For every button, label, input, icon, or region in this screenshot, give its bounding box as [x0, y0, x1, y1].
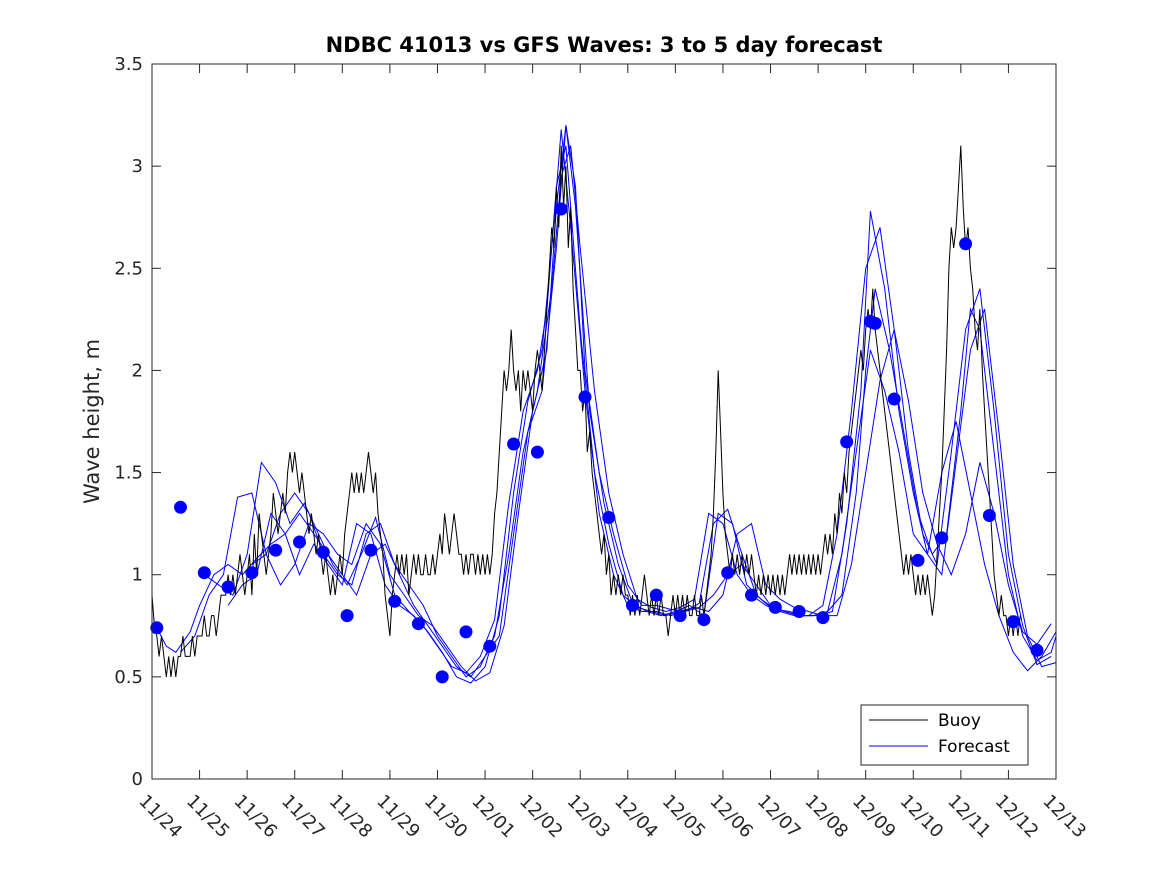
forecast-marker-27	[768, 600, 782, 614]
forecast-marker-1	[150, 621, 164, 635]
y-tick-label: 3.5	[114, 54, 143, 75]
forecast-marker-32	[887, 392, 901, 406]
forecast-marker-10	[364, 543, 378, 557]
forecast-line-3	[204, 125, 1057, 682]
forecast-marker-35	[959, 237, 973, 251]
forecast-marker-2	[174, 500, 187, 514]
y-tick-label: 2	[132, 360, 143, 381]
y-tick-label: 3	[132, 156, 143, 177]
forecast-marker-17	[530, 445, 544, 459]
forecast-marker-24	[697, 613, 711, 627]
forecast-marker-4	[221, 580, 235, 594]
forecast-marker-20	[602, 511, 616, 524]
y-axis-label: Wave height, m	[80, 339, 104, 504]
forecast-marker-13	[435, 670, 449, 684]
forecast-marker-6	[269, 543, 283, 557]
forecast-marker-23	[673, 609, 687, 623]
forecast-marker-9	[340, 609, 354, 623]
legend: Buoy Forecast	[860, 704, 1029, 766]
forecast-marker-11	[388, 594, 402, 608]
forecast-marker-16	[507, 437, 521, 451]
forecast-marker-12	[411, 617, 425, 631]
legend-buoy-label: Buoy	[938, 711, 981, 731]
forecast-line-1	[156, 125, 1057, 678]
forecast-marker-8	[316, 545, 330, 559]
forecast-marker-18	[554, 202, 568, 216]
y-tick-label: 1	[132, 565, 143, 586]
plot-area	[152, 64, 1056, 779]
forecast-marker-38	[1030, 643, 1044, 657]
y-tick-label: 0.5	[114, 667, 143, 688]
forecast-marker-26	[745, 588, 758, 602]
forecast-marker-36	[982, 509, 996, 522]
forecast-marker-15	[483, 639, 497, 653]
forecast-marker-34	[935, 531, 949, 545]
forecast-marker-39	[868, 316, 882, 330]
forecast-marker-37	[1006, 615, 1020, 629]
y-tick-label: 2.5	[114, 258, 143, 279]
marker-layer	[150, 202, 1044, 684]
forecast-marker-5	[245, 566, 259, 580]
forecast-marker-25	[721, 566, 735, 580]
forecast-marker-30	[840, 435, 854, 449]
forecast-marker-7	[293, 535, 306, 549]
forecast-marker-29	[816, 611, 830, 625]
chart-title: NDBC 41013 vs GFS Waves: 3 to 5 day fore…	[326, 33, 883, 57]
y-tick-label: 1.5	[114, 463, 143, 484]
forecast-marker-28	[792, 605, 806, 618]
legend-forecast-label: Forecast	[938, 737, 1010, 757]
forecast-marker-33	[911, 553, 925, 567]
y-tick-label: 0	[132, 769, 143, 790]
forecast-marker-3	[197, 566, 211, 580]
buoy-line	[151, 145, 1021, 677]
forecast-marker-19	[578, 390, 592, 404]
forecast-marker-21	[626, 598, 639, 612]
forecast-line-2	[180, 145, 1052, 678]
forecast-line-5	[251, 145, 1052, 674]
plot-frame	[151, 63, 1057, 780]
legend-box	[860, 704, 1029, 766]
forecast-marker-22	[649, 588, 663, 602]
forecast-marker-14	[459, 625, 473, 639]
